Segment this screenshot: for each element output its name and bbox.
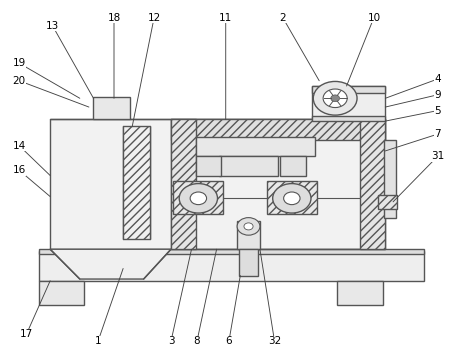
Bar <box>171 119 384 140</box>
Bar <box>39 249 423 254</box>
Circle shape <box>190 192 206 205</box>
Text: 9: 9 <box>434 90 440 100</box>
Text: 3: 3 <box>167 336 174 346</box>
Text: 1: 1 <box>95 336 101 346</box>
Circle shape <box>323 89 346 107</box>
Bar <box>312 86 384 93</box>
Bar <box>312 86 384 119</box>
Text: 10: 10 <box>367 13 379 22</box>
Polygon shape <box>50 249 171 279</box>
Text: 4: 4 <box>434 74 440 84</box>
Circle shape <box>272 184 310 213</box>
Bar <box>39 281 84 305</box>
Bar <box>93 97 130 119</box>
Text: 32: 32 <box>267 336 281 346</box>
Bar <box>196 156 221 176</box>
Bar <box>196 137 314 156</box>
Circle shape <box>330 95 339 102</box>
Text: 6: 6 <box>225 336 232 346</box>
Bar <box>237 221 259 249</box>
Bar <box>239 249 257 276</box>
Circle shape <box>243 223 253 230</box>
Bar <box>384 140 395 218</box>
Bar <box>50 119 171 249</box>
Text: 12: 12 <box>147 13 161 22</box>
Circle shape <box>237 218 259 235</box>
Text: 5: 5 <box>434 106 440 115</box>
Text: 16: 16 <box>12 165 26 175</box>
Text: 7: 7 <box>434 129 440 139</box>
Bar <box>312 116 384 121</box>
Bar <box>39 251 423 281</box>
Text: 11: 11 <box>218 13 232 22</box>
Text: 20: 20 <box>13 76 25 86</box>
Bar <box>171 119 384 249</box>
Bar <box>378 195 396 209</box>
Text: 19: 19 <box>12 58 26 68</box>
Text: 13: 13 <box>46 21 59 31</box>
Bar <box>337 281 382 305</box>
Bar <box>173 181 223 214</box>
Circle shape <box>179 184 217 213</box>
Text: 17: 17 <box>20 329 33 339</box>
Bar <box>84 254 139 269</box>
Text: 14: 14 <box>12 141 26 151</box>
Text: 18: 18 <box>107 13 121 22</box>
Bar <box>280 156 305 176</box>
Bar <box>123 126 149 239</box>
Bar <box>266 181 316 214</box>
Circle shape <box>313 81 356 115</box>
Text: 2: 2 <box>279 13 285 22</box>
Bar <box>218 156 278 176</box>
Bar <box>359 119 384 249</box>
Text: 8: 8 <box>193 336 200 346</box>
Text: 31: 31 <box>430 151 444 161</box>
Bar <box>171 119 196 249</box>
Circle shape <box>283 192 299 205</box>
